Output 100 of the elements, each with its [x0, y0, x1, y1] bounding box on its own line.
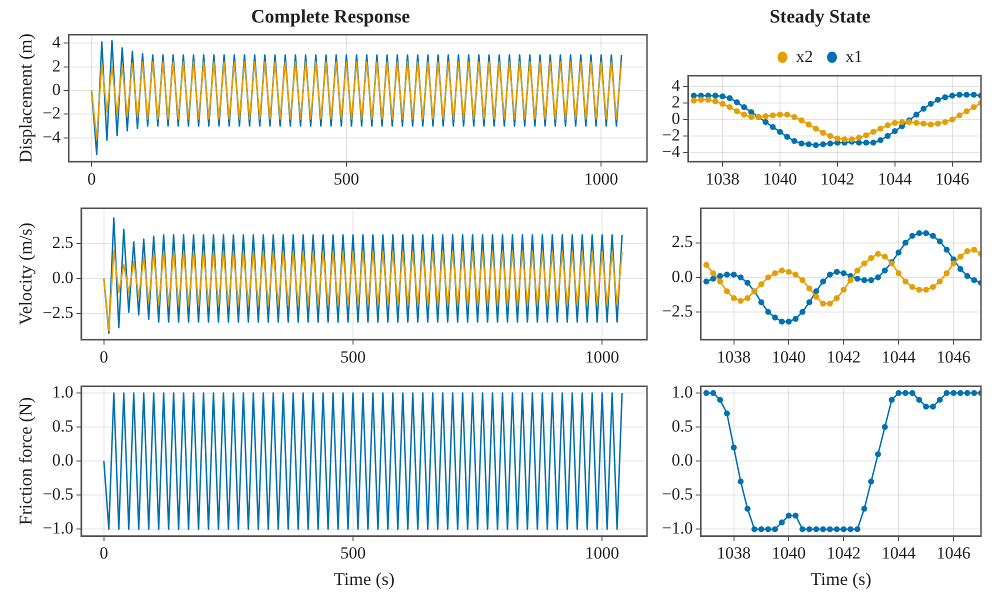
x-tick-label: 1044	[882, 544, 916, 563]
point	[806, 299, 812, 306]
point	[712, 92, 718, 99]
point	[765, 526, 772, 532]
y-tick-label: −2	[42, 104, 61, 123]
point	[820, 526, 826, 532]
point	[730, 295, 737, 302]
point	[892, 128, 898, 134]
point	[744, 280, 751, 286]
point	[813, 288, 820, 294]
x-tick-label: 1044	[878, 169, 912, 188]
point	[942, 119, 948, 125]
x-tick-label: 1042	[826, 347, 861, 366]
point	[710, 270, 716, 276]
point	[826, 300, 833, 307]
point	[840, 526, 847, 532]
y-tick-label: 2	[52, 56, 61, 76]
x-tick-label: 500	[334, 169, 360, 188]
point	[957, 266, 964, 272]
point	[820, 141, 826, 148]
point	[909, 232, 916, 239]
point	[970, 92, 977, 98]
x-tick-label: 1046	[936, 347, 971, 366]
point	[863, 132, 870, 138]
y-tick-label: 0.0	[52, 450, 74, 470]
point	[820, 300, 826, 307]
point	[942, 94, 948, 100]
point	[806, 285, 812, 292]
point	[744, 295, 751, 302]
point	[703, 262, 710, 268]
point	[730, 272, 737, 278]
point	[970, 104, 977, 110]
point	[848, 136, 855, 142]
point	[854, 276, 860, 282]
point	[930, 284, 936, 290]
point	[913, 120, 920, 126]
point	[770, 112, 776, 118]
point	[868, 254, 874, 261]
point	[868, 478, 874, 485]
x-tick-label: 1044	[882, 347, 916, 366]
point	[896, 390, 902, 396]
point	[798, 117, 805, 124]
point	[703, 278, 710, 285]
x-tick-label: 1038	[716, 544, 751, 563]
x-tick-label: 1000	[585, 544, 620, 563]
point	[765, 308, 772, 315]
y-tick-label: 1.0	[672, 382, 693, 402]
point	[792, 272, 799, 278]
point	[820, 278, 826, 285]
point	[826, 272, 833, 278]
point	[848, 277, 854, 284]
point	[799, 308, 806, 315]
point	[720, 100, 726, 107]
x-tick-label: 1040	[772, 347, 806, 366]
point	[741, 104, 748, 110]
point	[870, 128, 876, 135]
point	[875, 274, 881, 280]
point	[930, 232, 936, 239]
point	[944, 390, 950, 396]
y-axis-title: Velocity (m/s)	[16, 222, 36, 326]
point	[806, 526, 812, 532]
point	[812, 142, 819, 148]
y-tick-label: 2.5	[52, 232, 74, 252]
y-tick-label: 4	[52, 32, 62, 52]
point	[698, 96, 704, 103]
point	[703, 390, 710, 396]
point	[786, 268, 792, 275]
point	[730, 444, 737, 450]
point	[877, 126, 884, 132]
point	[813, 294, 820, 300]
point	[916, 230, 922, 236]
point	[748, 114, 754, 120]
point	[738, 298, 744, 304]
point	[784, 112, 790, 118]
point	[909, 390, 916, 396]
point	[971, 246, 978, 253]
point	[726, 95, 733, 102]
point	[882, 254, 888, 260]
point	[786, 512, 792, 519]
point	[776, 128, 783, 135]
chart-title: Complete Response	[251, 6, 410, 28]
point	[936, 278, 943, 285]
point	[902, 240, 908, 246]
point	[902, 278, 908, 285]
point	[792, 512, 799, 519]
y-tick-label: −1.0	[42, 518, 74, 538]
point	[726, 104, 733, 110]
point	[770, 124, 776, 130]
x-tick-label: 1040	[772, 544, 806, 563]
x-tick-label: 500	[340, 347, 366, 366]
point	[916, 396, 922, 403]
point	[712, 98, 718, 104]
point	[812, 126, 819, 132]
point	[717, 272, 724, 279]
point	[944, 246, 950, 253]
point	[888, 396, 895, 403]
point	[949, 116, 956, 123]
chart-title: Steady State	[770, 6, 870, 28]
y-tick-label: −1.0	[662, 518, 693, 538]
point	[791, 114, 798, 120]
